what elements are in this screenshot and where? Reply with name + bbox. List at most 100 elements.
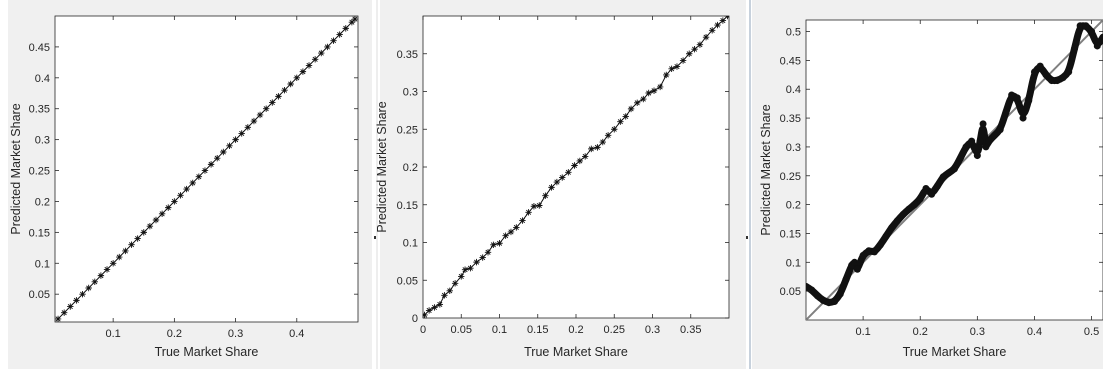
data-point <box>679 57 687 64</box>
data-point <box>831 298 839 306</box>
data-point <box>956 154 964 162</box>
data-point <box>968 137 976 145</box>
data-point <box>220 148 227 156</box>
data-point <box>269 99 276 106</box>
data-point <box>559 174 566 181</box>
data-point <box>1008 91 1016 99</box>
data-point <box>819 296 827 304</box>
data-point <box>60 309 68 316</box>
data-point <box>1088 28 1096 36</box>
x-tick-label: 0.1 <box>106 328 121 340</box>
data-point <box>1076 22 1084 30</box>
data-point <box>1099 33 1103 41</box>
x-tick-label: 0.05 <box>451 324 472 336</box>
data-point <box>189 179 196 187</box>
data-point <box>165 204 172 211</box>
data-point <box>859 251 867 259</box>
data-point <box>663 71 670 79</box>
data-point <box>622 113 629 120</box>
data-point <box>876 241 884 249</box>
data-point <box>565 169 572 176</box>
data-point <box>158 210 166 218</box>
data-point <box>808 286 816 294</box>
data-point <box>525 209 532 216</box>
data-point <box>128 241 135 248</box>
y-tick-label: 0.25 <box>780 171 801 183</box>
data-point <box>183 185 190 193</box>
data-point <box>479 254 486 261</box>
data-point <box>656 83 664 91</box>
data-point <box>458 273 465 280</box>
y-axis-label: Predicted Market Share <box>375 101 389 232</box>
y-tick-label: 0.05 <box>29 289 50 301</box>
data-point <box>425 307 433 314</box>
data-point <box>576 157 584 165</box>
data-point <box>617 118 624 125</box>
data-point <box>55 315 62 322</box>
y-tick-label: 0.25 <box>397 124 418 136</box>
y-tick-label: 0.4 <box>35 73 50 85</box>
data-point <box>691 46 698 53</box>
data-point <box>287 80 294 88</box>
data-point <box>1002 108 1010 116</box>
data-point <box>542 192 549 199</box>
data-point <box>599 138 606 146</box>
data-point <box>436 301 444 308</box>
data-point <box>640 95 647 103</box>
y-tick-label: 0.2 <box>403 162 418 174</box>
data-point <box>275 93 282 100</box>
y-tick-label: 0.4 <box>786 84 801 96</box>
separator-mark-2 <box>746 236 748 239</box>
data-layer <box>806 20 1103 320</box>
data-point <box>496 240 503 247</box>
data-point <box>177 192 184 199</box>
data-point <box>1059 74 1067 82</box>
data-point <box>140 229 147 236</box>
x-axis-label: True Market Share <box>155 345 259 359</box>
data-point <box>305 62 313 69</box>
data-point <box>451 280 459 287</box>
data-point <box>195 173 203 180</box>
data-point <box>507 228 515 236</box>
data-point <box>939 173 947 181</box>
data-point <box>1070 45 1078 53</box>
data-point <box>311 56 319 63</box>
x-tick-label: 0.2 <box>913 326 928 338</box>
data-point <box>842 276 850 284</box>
x-axis-label: True Market Share <box>524 345 628 359</box>
data-point <box>888 224 896 232</box>
data-point <box>825 299 833 307</box>
data-point <box>348 18 356 26</box>
panel-1: 0.1 0.2 0.3 0.4 0.05 0.1 0.15 0.2 0.25 0.3 0.35 0.4… <box>8 0 372 369</box>
y-tick-label: 0.05 <box>397 275 418 287</box>
data-point <box>985 137 993 145</box>
y-axis-label: Predicted Market Share <box>9 103 23 234</box>
data-point <box>899 210 907 218</box>
data-point <box>171 198 178 205</box>
data-point <box>893 217 901 225</box>
data-point <box>336 31 343 38</box>
data-point <box>85 284 92 292</box>
data-point <box>461 266 469 273</box>
data-point <box>423 311 428 318</box>
data-point <box>201 167 209 174</box>
y-tick-label: 0.15 <box>780 228 801 240</box>
data-point <box>856 258 864 266</box>
y-tick-label: 0 <box>412 313 418 325</box>
y-tick-label: 0.2 <box>35 196 50 208</box>
y-tick-label: 0.3 <box>403 87 418 99</box>
data-point <box>431 304 438 311</box>
data-point <box>67 303 74 310</box>
data-point <box>250 117 258 125</box>
data-point <box>318 49 325 57</box>
data-point <box>853 265 861 273</box>
data-point <box>668 65 675 73</box>
data-point <box>962 143 970 151</box>
data-point <box>109 260 117 267</box>
data-point <box>299 68 307 75</box>
data-point <box>702 33 710 41</box>
data-layer <box>423 16 729 318</box>
data-point <box>1036 62 1044 70</box>
data-point <box>979 120 987 128</box>
